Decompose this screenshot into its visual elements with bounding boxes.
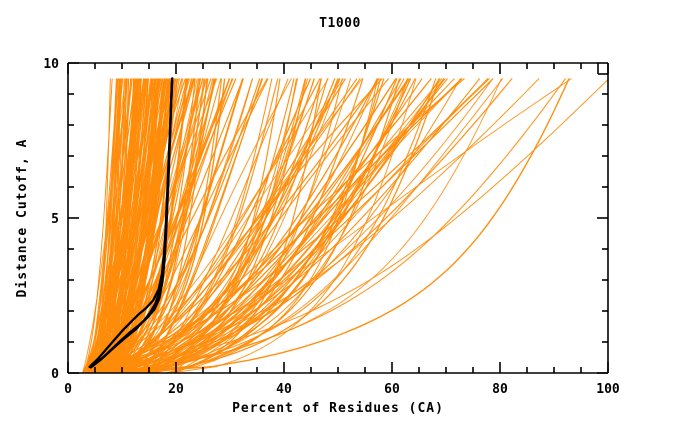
prediction-curve [88,78,154,373]
prediction-curve [94,78,226,373]
prediction-curve [81,78,113,373]
prediction-curve [88,78,463,373]
prediction-curve [112,78,269,373]
prediction-curve [86,78,489,373]
prediction-curve [135,78,244,373]
prediction-curve [87,78,176,373]
prediction-curve [124,78,570,373]
prediction-curve [140,78,397,373]
prediction-curve [96,78,166,373]
prediction-curve [103,78,465,373]
prediction-curve [169,78,417,373]
prediction-curve [130,78,432,373]
prediction-curve [108,78,149,373]
reference-curves [88,77,174,369]
x-axis-label: Percent of Residues (CA) [232,401,444,416]
x-tick-label: 40 [276,382,292,397]
y-tick-label: 5 [51,212,59,227]
prediction-curve [82,78,133,373]
prediction-curve [100,78,273,373]
x-tick-label: 80 [492,382,508,397]
axis-ticks [67,62,609,374]
prediction-curve [97,78,155,373]
prediction-curve [116,78,513,373]
prediction-curve [89,78,140,373]
prediction-curve [89,78,380,373]
y-tick-label: 0 [51,367,59,382]
prediction-curve [113,78,345,373]
prediction-curve [118,78,463,373]
x-tick-label: 0 [64,382,72,397]
prediction-curve [95,78,409,373]
y-tick-label: 10 [43,57,59,72]
y-axis-label: Distance Cutoff, A [15,139,30,298]
prediction-curve [86,78,138,373]
prediction-curve [85,78,378,373]
prediction-curve [89,78,128,373]
prediction-curve [108,78,321,373]
prediction-curve [118,78,566,373]
reference-3 [91,77,174,368]
prediction-curve [84,78,176,373]
prediction-curve [114,78,440,373]
prediction-curves [81,78,608,373]
x-tick-label: 60 [384,382,400,397]
prediction-curve [89,78,145,373]
prediction-curve [150,78,289,373]
prediction-curve [90,78,168,373]
chart-title: T1000 [319,16,361,31]
prediction-curve [92,78,608,373]
prediction-curve [89,78,540,373]
prediction-curve [88,78,494,373]
prediction-curve [84,78,261,373]
prediction-curve [90,78,383,373]
x-tick-label: 100 [596,382,620,397]
prediction-curve [100,78,268,373]
prediction-curve [88,78,572,373]
x-tick-label: 20 [168,382,184,397]
prediction-curve [172,78,504,373]
axis-tick-labels: 0 20 40 60 80 100 0 5 10 [43,57,620,397]
prediction-curve [133,78,312,373]
prediction-curve [87,78,329,373]
prediction-curve [87,78,306,373]
prediction-curve [170,78,443,373]
